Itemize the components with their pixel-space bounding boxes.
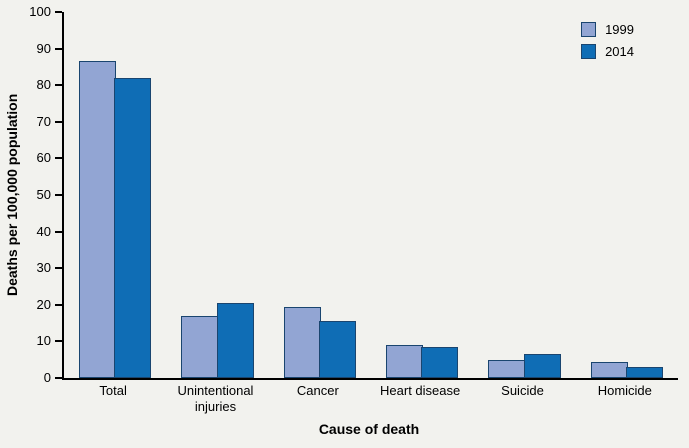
bar-group-0 xyxy=(64,12,166,378)
y-tick-mark xyxy=(55,120,62,123)
y-tick-label: 40 xyxy=(36,223,51,239)
bar-1999-3 xyxy=(385,345,423,378)
bar-1999-2 xyxy=(283,306,321,378)
bar-2014-5 xyxy=(626,367,664,378)
x-label-1: Unintentional injuries xyxy=(177,383,254,414)
y-tick-label: 50 xyxy=(36,187,51,202)
x-label-5: Homicide xyxy=(597,383,652,398)
bar-2014-0 xyxy=(114,77,152,378)
legend-swatch-1999 xyxy=(581,22,597,37)
y-tick-label: 20 xyxy=(36,296,51,312)
y-tick-mark xyxy=(55,303,62,306)
y-tick-label: 70 xyxy=(36,113,51,129)
bar-1999-0 xyxy=(78,61,116,378)
y-tick-label: 10 xyxy=(36,333,51,349)
bar-2014-2 xyxy=(319,321,357,378)
bar-group-1 xyxy=(166,12,268,378)
y-tick-mark xyxy=(55,377,62,379)
y-tick-mark xyxy=(55,84,62,87)
y-tick-label: 60 xyxy=(36,150,51,166)
bar-groups xyxy=(64,12,678,378)
y-tick-mark xyxy=(55,267,62,270)
y-tick-mark xyxy=(55,47,62,50)
legend: 1999 2014 xyxy=(581,22,634,59)
bar-2014-3 xyxy=(421,346,459,378)
legend-swatch-2014 xyxy=(581,44,597,59)
x-label-2: Cancer xyxy=(296,383,339,398)
y-tick-mark xyxy=(55,11,62,13)
y-tick-mark xyxy=(55,340,62,343)
y-tick-label: 80 xyxy=(36,77,51,93)
y-tick-mark xyxy=(55,230,62,233)
x-label-3: Heart disease xyxy=(380,383,461,398)
legend-item-1999: 1999 xyxy=(581,22,634,37)
bar-1999-4 xyxy=(488,359,526,378)
y-tick-label: 30 xyxy=(36,260,51,276)
bar-group-4 xyxy=(473,12,575,378)
y-tick-label: 90 xyxy=(36,40,51,56)
x-label-0: Total xyxy=(99,383,127,398)
x-label-4: Suicide xyxy=(501,383,544,398)
bar-2014-1 xyxy=(216,302,254,378)
legend-label-2014: 2014 xyxy=(605,44,634,59)
plot-area: 0 10 20 30 40 50 60 70 80 90 100 1999 2014 xyxy=(29,4,678,385)
y-tick-label: 100 xyxy=(29,4,51,19)
legend-item-2014: 2014 xyxy=(581,44,634,59)
y-tick-label: 0 xyxy=(43,370,51,385)
bar-2014-4 xyxy=(523,354,561,378)
x-axis-title: Cause of death xyxy=(318,421,420,437)
y-tick-mark xyxy=(55,157,62,160)
legend-label-1999: 1999 xyxy=(605,22,634,37)
y-tick-mark xyxy=(55,194,62,196)
bar-group-2 xyxy=(269,12,371,378)
bar-group-5 xyxy=(576,12,678,378)
bar-group-3 xyxy=(371,12,473,378)
bar-1999-1 xyxy=(181,315,219,378)
bar-1999-5 xyxy=(590,361,628,378)
x-axis-labels: Total Unintentional injuries Cancer Heart d… xyxy=(62,383,676,415)
